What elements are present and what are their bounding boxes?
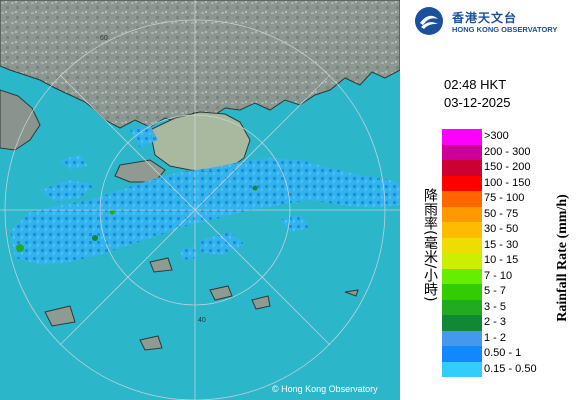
legend-label: 5 - 7 — [484, 285, 507, 297]
legend-label: 3 - 5 — [484, 300, 507, 313]
island-se — [251, 295, 271, 310]
legend-label: 50 - 75 — [484, 207, 519, 220]
legend-label: 200 - 300 — [484, 145, 531, 158]
legend-swatch — [442, 175, 482, 191]
island-e — [344, 289, 359, 297]
legend-label: 7 - 10 — [484, 269, 513, 282]
legend-swatch — [442, 268, 482, 284]
legend-swatch — [442, 206, 482, 222]
west-land — [0, 89, 41, 151]
legend-swatch — [442, 237, 482, 253]
legend-label: 2 - 3 — [484, 316, 507, 328]
legend-title-zh: 降雨率(毫米/小時) — [422, 188, 438, 302]
hko-logo: 香港天文台 HONG KONG OBSERVATORY — [414, 6, 574, 36]
legend-swatch — [442, 346, 482, 362]
hko-emblem-icon — [415, 7, 443, 35]
legend-swatch — [442, 253, 482, 269]
org-name-en: HONG KONG OBSERVATORY — [452, 25, 558, 34]
legend-label: 100 - 150 — [484, 176, 531, 189]
ring-label-60: 60 — [100, 35, 108, 42]
radar-map: 40 60 — [0, 0, 400, 400]
legend-swatch — [442, 284, 482, 300]
legend-swatches — [442, 129, 482, 377]
legend-label: >300 — [484, 130, 509, 142]
island-mid — [149, 257, 173, 273]
legend-label: 0.15 - 0.50 — [484, 362, 537, 375]
range-rings — [0, 0, 400, 400]
timestamp-date: 03-12-2025 — [444, 95, 511, 110]
timestamp-time: 02:48 HKT — [444, 77, 507, 92]
legend-label: 30 - 50 — [484, 223, 519, 235]
legend-swatch — [442, 144, 482, 160]
legend-swatch — [442, 222, 482, 238]
legend-labels: >300 200 - 300 150 - 200 100 - 150 75 - 100 5… — [484, 129, 576, 379]
island-south — [209, 285, 233, 301]
legend-swatch — [442, 315, 482, 331]
copyright-notice: © Hong Kong Observatory — [272, 384, 378, 394]
legend-label: 0.50 - 1 — [484, 347, 522, 359]
org-name-zh: 香港天文台 — [452, 11, 518, 25]
hong-kong-land — [149, 111, 251, 173]
legend-label: 75 - 100 — [484, 192, 525, 204]
legend-swatch — [442, 299, 482, 315]
island-sw — [44, 305, 76, 327]
legend-swatch — [442, 361, 482, 377]
rain-heavier — [16, 185, 258, 252]
legend-label: 15 - 30 — [484, 238, 519, 251]
legend-swatch — [442, 129, 482, 145]
info-panel: 香港天文台 HONG KONG OBSERVATORY 02:48 HKT 03… — [400, 0, 577, 400]
legend-swatch — [442, 160, 482, 176]
legend-label: 150 - 200 — [484, 161, 531, 173]
island-s2 — [139, 335, 163, 351]
legend-title-en: Rainfall Rate (mm/h) — [555, 194, 570, 322]
ring-label-40: 40 — [198, 317, 206, 324]
legend-label: 1 - 2 — [484, 331, 507, 344]
legend-label: 10 - 15 — [484, 254, 519, 266]
legend-swatch — [442, 330, 482, 346]
legend-swatch — [442, 191, 482, 207]
